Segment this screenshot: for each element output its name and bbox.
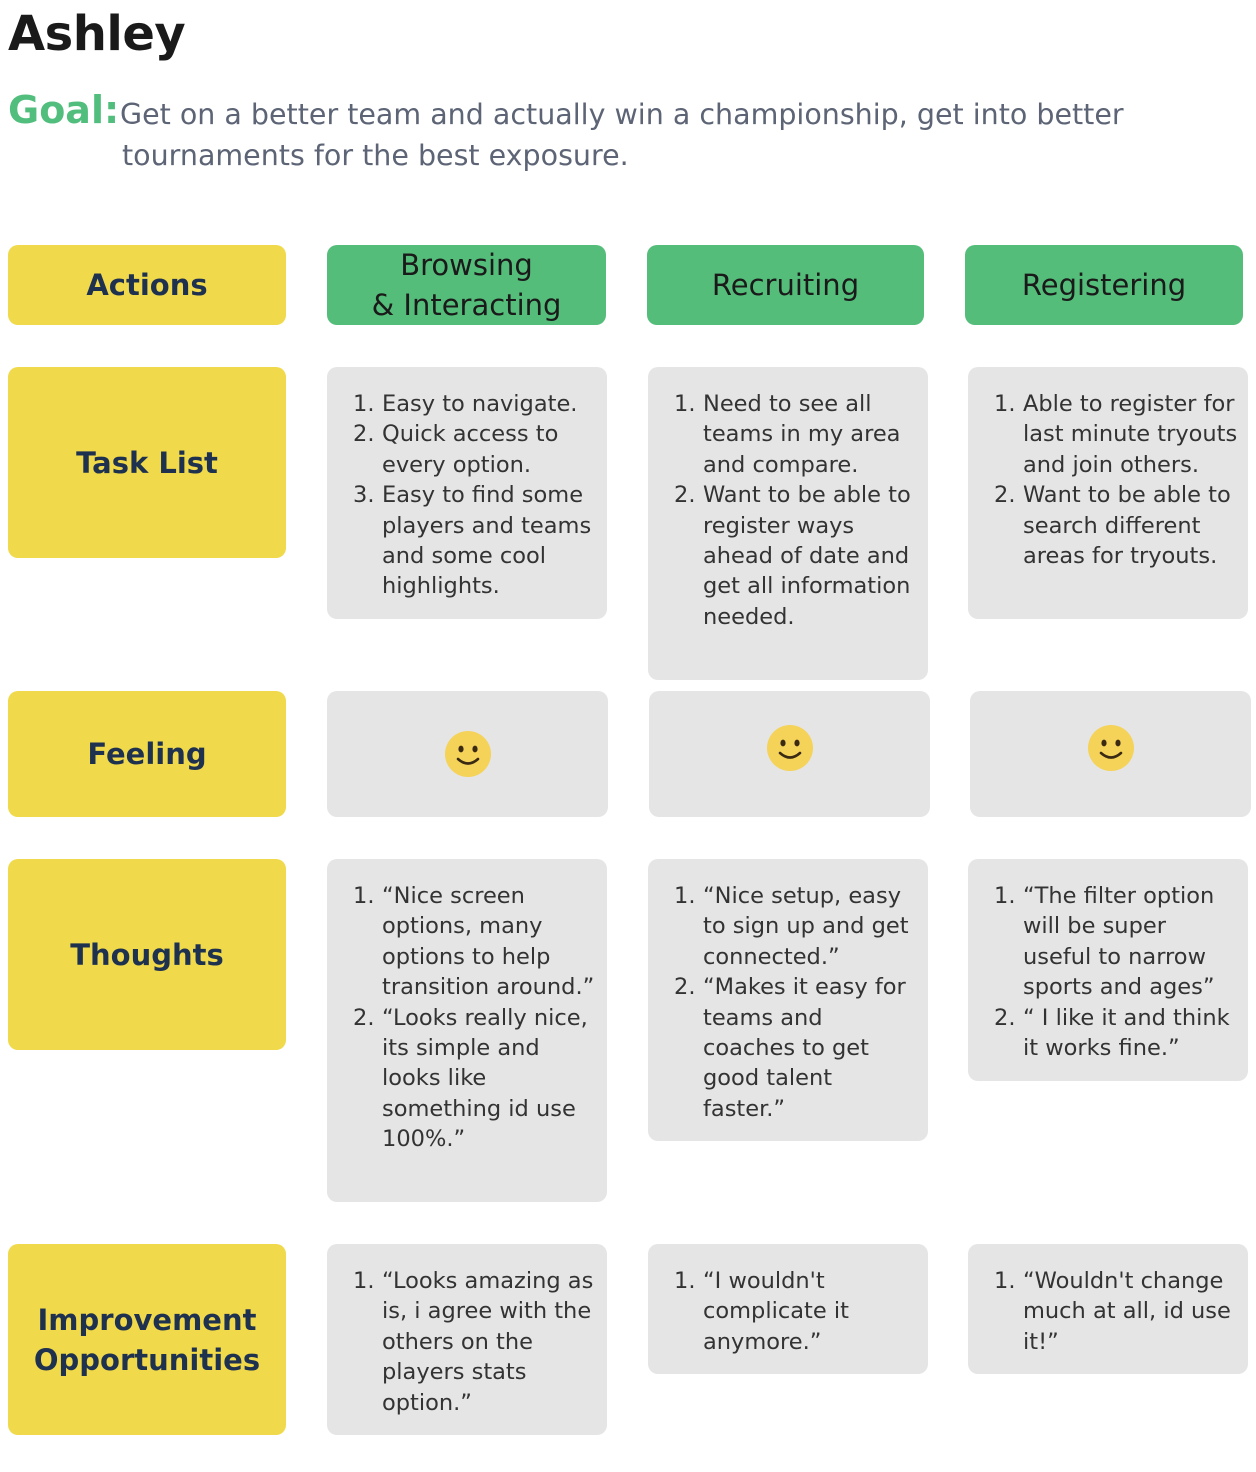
phase-header-registering: Registering [965,245,1243,325]
list-item: 2. “Looks really nice, its simple and loo… [353,1004,588,1153]
improvement-cell-browsing: 1. “Looks amazing as is, i agree with the… [327,1244,607,1435]
persona-name: Ashley [8,6,186,62]
goal-text-line-2: tournaments for the best exposure. [122,139,629,172]
list-item: 1. Able to register for last minute tryou… [994,391,1238,478]
row-label-actions: Actions [8,245,286,325]
thoughts-cell-recruiting: 1. “Nice setup, easy to sign up and get c… [648,859,928,1141]
row-label-thoughts: Thoughts [8,859,286,1050]
thoughts-list-registering: 1. “The filter option will be super usefu… [994,881,1240,1063]
row-label-task-list: Task List [8,367,286,558]
task-list-recruiting: 1. Need to see all teams in my area and … [674,389,918,632]
list-item: 1. Easy to navigate. [353,391,578,417]
smiley-face-icon [444,731,491,777]
list-item: 2. “Makes it easy for teams and coaches t… [674,974,906,1122]
feeling-cell-browsing [327,691,608,817]
list-item: 1. “I wouldn't complicate it anymore.” [674,1268,849,1355]
list-item: 1. “The filter option will be super usefu… [994,883,1215,1001]
list-item: 1. Need to see all teams in my area and … [674,391,901,478]
list-item: 1. “Nice setup, easy to sign up and get c… [674,883,909,970]
list-item: 2. Want to be able to register ways ahead… [674,482,911,630]
smiley-face-icon [766,725,813,771]
list-item: 1. “Nice screen options, many options to … [353,883,595,1001]
list-item: 2. Want to be able to search different ar… [994,482,1231,570]
goal-text-line-1: Get on a better team and actually win a … [120,98,1124,131]
task-list-cell-browsing: 1. Easy to navigate. 2. Quick access to ev… [327,367,607,619]
improvement-cell-registering: 1. “Wouldn't change much at all, id use i… [968,1244,1248,1374]
feeling-cell-recruiting [649,691,930,817]
list-item: 1. “Wouldn't change much at all, id use i… [994,1268,1231,1355]
thoughts-cell-registering: 1. “The filter option will be super usefu… [968,859,1248,1081]
row-label-feeling: Feeling [8,691,286,817]
improvement-list-recruiting: 1. “I wouldn't complicate it anymore.” [674,1266,918,1357]
thoughts-list-browsing: 1. “Nice screen options, many options to … [353,881,595,1155]
thoughts-list-recruiting: 1. “Nice setup, easy to sign up and get c… [674,881,918,1124]
list-item: 2. “ I like it and think it works fine.” [994,1004,1230,1062]
feeling-cell-registering [970,691,1251,817]
phase-header-recruiting: Recruiting [647,245,924,325]
smiley-face-icon [1087,725,1134,771]
task-list-registering: 1. Able to register for last minute tryou… [994,389,1240,571]
list-item: 1. “Looks amazing as is, i agree with the… [353,1268,594,1416]
task-list-cell-registering: 1. Able to register for last minute tryou… [968,367,1248,619]
improvement-list-registering: 1. “Wouldn't change much at all, id use i… [994,1266,1240,1357]
goal-text: Get on a better team and actually win a … [120,94,1220,176]
improvement-cell-recruiting: 1. “I wouldn't complicate it anymore.” [648,1244,928,1374]
phase-header-browsing: Browsing & Interacting [327,245,606,325]
thoughts-cell-browsing: 1. “Nice screen options, many options to … [327,859,607,1202]
improvement-list-browsing: 1. “Looks amazing as is, i agree with the… [353,1266,595,1418]
row-label-improvement-opportunities: Improvement Opportunities [8,1244,286,1435]
list-item: 3. Easy to find some players and teams an… [353,482,592,600]
task-list-cell-recruiting: 1. Need to see all teams in my area and … [648,367,928,680]
goal-label: Goal: [8,88,120,132]
list-item: 2. Quick access to every option. [353,421,559,478]
task-list-browsing: 1. Easy to navigate. 2. Quick access to ev… [353,389,595,602]
